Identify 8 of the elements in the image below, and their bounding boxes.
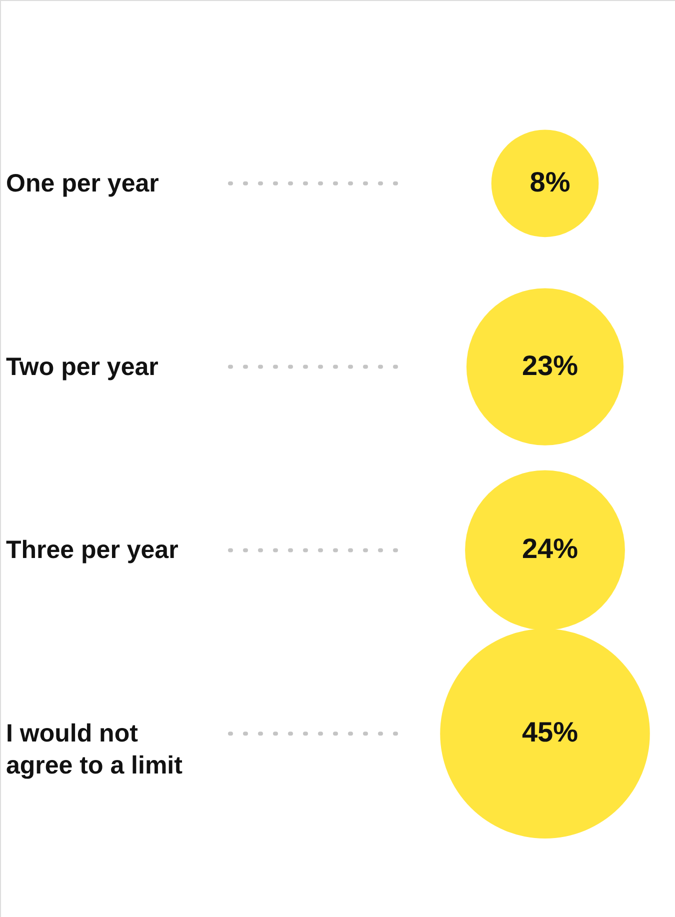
data-label: 24% [522,533,578,564]
category-label: Three per year [6,536,179,564]
data-label: 8% [530,166,570,198]
category-label: I would not agree to a limit [6,720,184,780]
category-label: Two per year [6,352,159,381]
category-label: One per year [6,169,160,198]
data-label: 45% [522,716,578,748]
data-label: 23% [522,350,578,381]
